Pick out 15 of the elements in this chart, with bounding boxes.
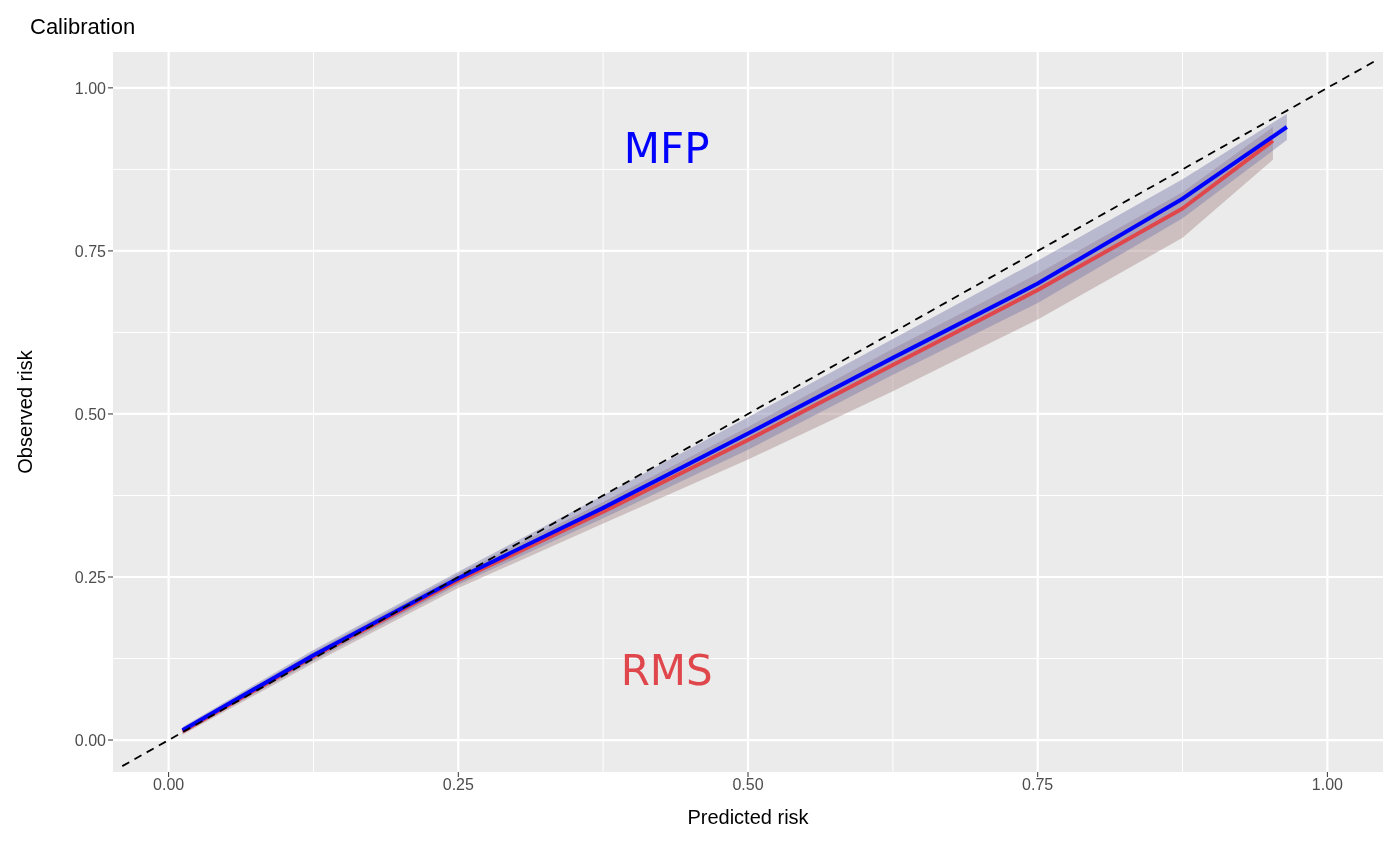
x-tick-label: 1.00 xyxy=(1311,776,1344,794)
y-tick-label: 0.25 xyxy=(74,568,107,586)
y-tick-label: 0.00 xyxy=(74,731,107,749)
chart-title: Calibration xyxy=(30,14,136,40)
x-tick-label: 0.25 xyxy=(442,776,474,794)
y-tick-label: 0.75 xyxy=(74,242,107,260)
x-tick-label: 0.75 xyxy=(1022,776,1054,794)
y-axis-title: Observed risk xyxy=(14,349,37,474)
text: RMS xyxy=(620,645,713,695)
text: MFP xyxy=(623,123,710,173)
y-tick-label: 0.50 xyxy=(74,405,107,423)
x-axis-title: Predicted risk xyxy=(687,806,810,828)
x-tick-label: 0.00 xyxy=(153,776,185,794)
x-tick-label: 0.50 xyxy=(732,776,764,794)
y-tick-label: 1.00 xyxy=(74,79,107,97)
